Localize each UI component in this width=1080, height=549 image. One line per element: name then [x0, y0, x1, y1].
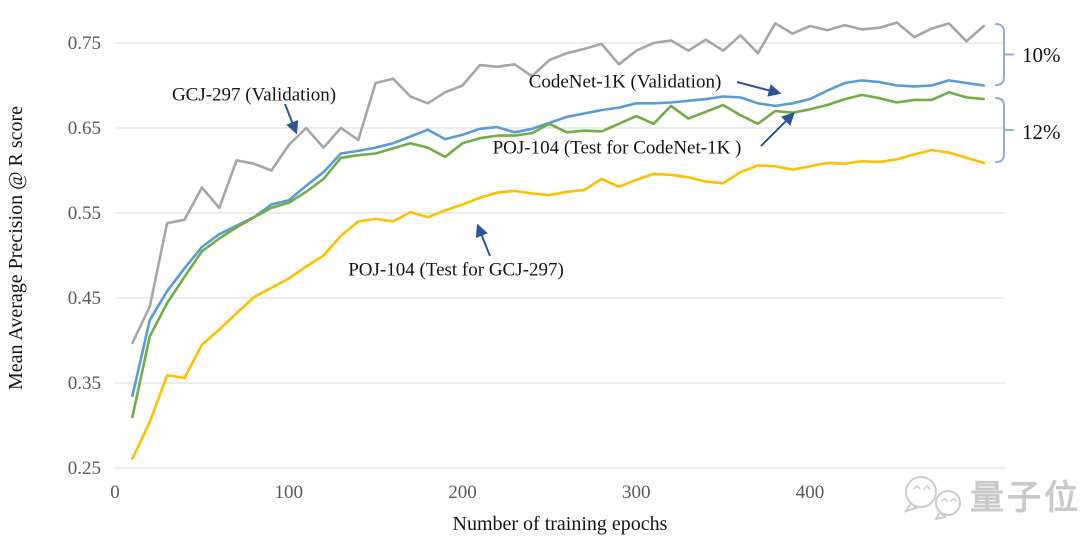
annotation-label: CodeNet-1K (Validation)	[529, 72, 722, 93]
wechat-speech-bubbles-icon	[903, 476, 961, 521]
annotation-label: POJ-104 (Test for GCJ-297)	[348, 260, 564, 281]
annotation-arrow	[736, 81, 782, 97]
x-axis-tick-labels: 0 100 200 300 400	[110, 482, 824, 503]
gap-percent-label: 12%	[1022, 120, 1061, 144]
gap-percent-label: 10%	[1022, 43, 1061, 67]
annotation-arrow	[475, 223, 491, 257]
series-line-3	[131, 148, 986, 460]
series-annotations: GCJ-297 (Validation) CodeNet-1K (Validati…	[172, 72, 795, 281]
series-line-0	[131, 21, 986, 345]
y-tick-label: 0.25	[68, 458, 101, 479]
watermark-text: 量子位	[970, 478, 1080, 518]
series-lines	[131, 21, 986, 460]
y-axis-title: Mean Average Precision @ R score	[5, 106, 27, 390]
annotation-label: GCJ-297 (Validation)	[172, 85, 336, 106]
watermark: 量子位	[903, 476, 1080, 521]
series-line-2	[131, 91, 986, 419]
y-tick-label: 0.45	[68, 288, 101, 309]
x-tick-label: 0	[110, 482, 120, 503]
y-tick-label: 0.55	[68, 203, 101, 224]
gap-bracket	[995, 23, 1014, 86]
y-axis-tick-labels: 0.25 0.35 0.45 0.55 0.65 0.75	[68, 33, 101, 479]
gap-bracket	[995, 97, 1014, 163]
x-tick-label: 200	[448, 482, 477, 503]
annotation-arrow	[760, 112, 795, 147]
y-tick-label: 0.75	[68, 33, 101, 54]
gap-brackets: 10% 12%	[995, 23, 1061, 163]
y-tick-label: 0.35	[68, 373, 101, 394]
x-tick-label: 100	[275, 482, 304, 503]
x-axis-title: Number of training epochs	[453, 513, 668, 535]
x-tick-label: 300	[622, 482, 651, 503]
series-line-1	[131, 79, 986, 398]
y-tick-label: 0.65	[68, 118, 101, 139]
annotation-arrow	[284, 103, 299, 135]
x-tick-label: 400	[796, 482, 825, 503]
annotation-label: POJ-104 (Test for CodeNet-1K )	[493, 138, 742, 159]
gridlines	[115, 42, 1005, 469]
